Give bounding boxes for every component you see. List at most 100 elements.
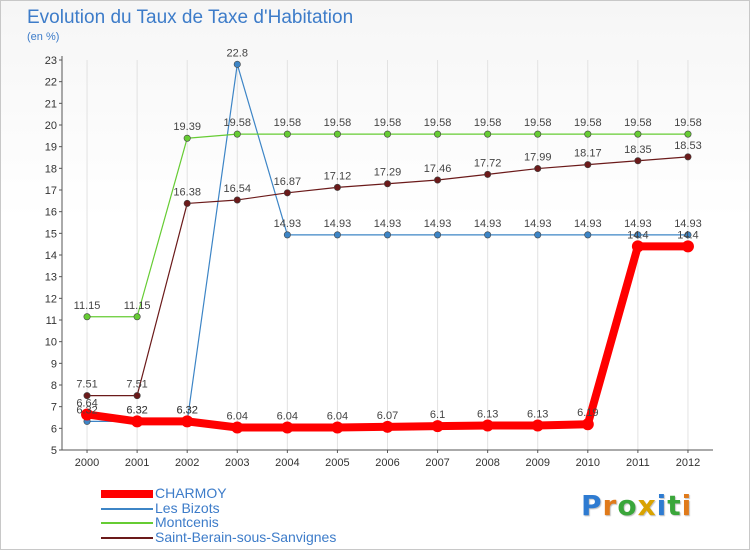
data-point (634, 231, 642, 239)
data-label: 16.87 (274, 176, 302, 188)
data-point (181, 415, 194, 428)
data-point (331, 421, 344, 434)
y-tick-label: 11 (46, 315, 57, 327)
data-label: 19.58 (224, 117, 252, 129)
y-tick-label: 7 (51, 402, 57, 414)
data-point (231, 421, 244, 434)
data-point (584, 130, 592, 138)
data-point (233, 60, 241, 68)
data-label: 11.15 (124, 300, 151, 312)
y-tick-label: 15 (45, 228, 57, 240)
data-point (584, 161, 592, 169)
data-point (681, 240, 694, 253)
data-label: 14.93 (474, 218, 502, 230)
data-label: 6.32 (176, 404, 197, 416)
y-tick-label: 22 (45, 77, 57, 89)
y-tick-label: 14 (45, 250, 57, 262)
x-tick-label: 2006 (375, 457, 399, 469)
data-label: 18.35 (624, 144, 652, 156)
data-label: 6.07 (377, 410, 398, 422)
data-label: 19.58 (374, 117, 402, 129)
data-point (383, 231, 391, 239)
data-point (383, 180, 391, 188)
data-point (531, 419, 544, 432)
data-label: 14.93 (374, 218, 402, 230)
data-point (333, 130, 341, 138)
data-label: 19.58 (574, 117, 602, 129)
data-point (484, 170, 492, 178)
y-tick-label: 23 (45, 55, 57, 67)
data-point (534, 165, 542, 173)
y-tick-label: 9 (51, 358, 57, 370)
y-tick-label: 17 (45, 185, 57, 197)
data-label: 14.93 (674, 218, 702, 230)
data-point (484, 130, 492, 138)
data-label: 14.93 (274, 218, 302, 230)
data-label: 6.04 (327, 410, 348, 422)
logo-letter: P (581, 489, 603, 522)
x-tick-label: 2003 (225, 457, 249, 469)
legend-label: CHARMOY (155, 485, 227, 501)
proxiti-logo: Proxiti (581, 489, 692, 522)
data-point (333, 183, 341, 191)
y-tick-label: 19 (45, 142, 57, 154)
data-label: 17.99 (524, 152, 552, 164)
data-point (434, 176, 442, 184)
x-tick-label: 2005 (325, 457, 349, 469)
x-tick-label: 2009 (525, 457, 549, 469)
data-label: 19.58 (274, 117, 302, 129)
data-label: 11.15 (74, 300, 101, 312)
data-point (481, 419, 494, 432)
logo-letter: o (617, 489, 638, 522)
y-tick-label: 10 (45, 337, 57, 349)
logo-letter: i (656, 489, 668, 522)
data-point (431, 420, 444, 433)
data-point (133, 392, 141, 400)
y-tick-label: 18 (45, 163, 57, 175)
data-label: 19.58 (524, 117, 552, 129)
data-label: 19.58 (674, 117, 702, 129)
legend-swatch (101, 522, 153, 524)
legend-label: Montcenis (155, 514, 219, 530)
data-point (183, 134, 191, 142)
y-tick-label: 20 (45, 120, 57, 132)
logo-letter: x (637, 489, 657, 522)
data-label: 6.1 (430, 409, 445, 421)
data-point (233, 130, 241, 138)
data-point (83, 313, 91, 321)
legend-swatch (101, 507, 153, 510)
logo-letter: i (681, 489, 693, 522)
data-point (534, 231, 542, 239)
data-label: 6.32 (176, 404, 197, 416)
data-label: 18.17 (574, 148, 602, 160)
y-tick-label: 5 (51, 445, 57, 457)
chart-title: Evolution du Taux de Taxe d'Habitation (27, 7, 354, 28)
data-point (634, 157, 642, 165)
data-point (183, 199, 191, 207)
data-label: 14.4 (627, 229, 648, 241)
y-tick-label: 8 (51, 380, 57, 392)
y-tick-label: 6 (51, 423, 57, 435)
data-label: 19.58 (624, 117, 652, 129)
data-point (383, 130, 391, 138)
legend-swatch (101, 490, 153, 498)
data-point (584, 231, 592, 239)
legend-label: Les Bizots (155, 499, 220, 516)
data-label: 6.32 (76, 404, 97, 416)
data-label: 6.32 (126, 404, 147, 416)
x-tick-label: 2000 (75, 457, 99, 469)
data-label: 14.93 (524, 218, 552, 230)
data-label: 14.93 (424, 218, 452, 230)
data-label: 17.12 (324, 170, 352, 182)
data-point (83, 392, 91, 400)
data-label: 19.39 (173, 121, 201, 133)
data-point (133, 313, 141, 321)
data-label: 18.53 (674, 140, 702, 152)
data-point (684, 231, 692, 239)
data-label: 14.93 (574, 218, 602, 230)
legend-swatch (101, 536, 153, 539)
logo-letter: t (667, 489, 682, 522)
data-point (631, 240, 644, 253)
y-tick-label: 13 (45, 272, 57, 284)
